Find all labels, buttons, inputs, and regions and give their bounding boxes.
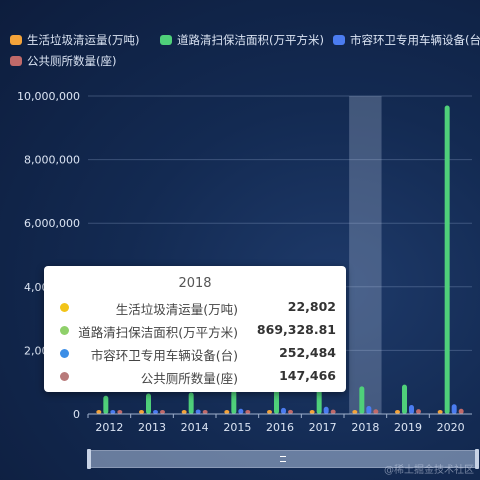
x-tick-label: 2019 <box>394 421 422 434</box>
tooltip-series-name: 公共厕所数量(座) <box>140 371 238 386</box>
data-zoom-slider[interactable] <box>87 449 479 469</box>
tooltip-series-value: 252,484 <box>279 345 336 360</box>
bar-2017-s1 <box>316 387 322 414</box>
bar-2014-s0 <box>181 410 187 414</box>
legend-swatch-icon <box>10 56 22 66</box>
x-tick-label: 2012 <box>95 421 123 434</box>
legend-swatch-icon <box>10 35 22 45</box>
y-tick-label: 10,000,000 <box>17 90 80 103</box>
tooltip-row: 公共厕所数量(座) 147,466 <box>44 367 346 387</box>
bar-2012-s0 <box>96 410 102 414</box>
watermark: @稀土掘金技术社区 <box>384 465 474 476</box>
zoom-start-handle[interactable] <box>87 449 91 469</box>
legend-label: 生活垃圾清运量(万吨) <box>27 33 140 47</box>
legend-label: 市容环卫专用车辆设备(台) <box>350 33 480 47</box>
tooltip-row: 道路清扫保洁面积(万平方米) 869,328.81 <box>44 321 346 341</box>
legend-swatch-icon <box>160 35 172 45</box>
bar-2019-s2 <box>409 405 414 414</box>
y-tick-label: 0 <box>73 408 80 421</box>
legend-swatch-icon <box>333 35 345 45</box>
tooltip-row: 生活垃圾清运量(万吨) 22,802 <box>44 298 346 318</box>
x-tick-label: 2018 <box>351 421 379 434</box>
bar-2017-s3 <box>330 409 336 414</box>
tooltip-series-name: 道路清扫保洁面积(万平方米) <box>78 325 238 340</box>
axes: 02,000,0004,000,0006,000,0008,000,00010,… <box>17 90 472 434</box>
x-tick-label: 2020 <box>437 421 465 434</box>
bar-2020-s3 <box>458 408 464 414</box>
bar-2018-s2 <box>366 405 372 414</box>
x-tick-label: 2015 <box>223 421 251 434</box>
legend-item[interactable]: 公共厕所数量(座) <box>10 53 116 69</box>
bar-2016-s2 <box>281 407 286 414</box>
bar-2013-s2 <box>153 409 158 414</box>
bar-2016-s0 <box>267 410 272 414</box>
bar-2020-s2 <box>451 404 457 414</box>
bar-2019-s1 <box>402 384 407 414</box>
bar-2012-s1 <box>103 395 109 414</box>
bar-2012-s3 <box>117 410 123 414</box>
axis-pointer-highlight <box>349 96 382 414</box>
legend-label: 公共厕所数量(座) <box>27 54 117 68</box>
legend-item[interactable]: 道路清扫保洁面积(万平方米) <box>160 32 324 48</box>
tooltip-series-value: 869,328.81 <box>256 322 336 337</box>
bar-2018-s0 <box>352 410 358 414</box>
bar-2013-s1 <box>146 393 151 414</box>
bar-2019-s0 <box>395 410 400 414</box>
bar-2014-s3 <box>202 410 208 414</box>
zoom-end-handle[interactable] <box>475 449 479 469</box>
x-tick-label: 2016 <box>266 421 294 434</box>
legend-label: 道路清扫保洁面积(万平方米) <box>177 33 324 47</box>
bar-2014-s2 <box>195 409 201 414</box>
legend-item[interactable]: 生活垃圾清运量(万吨) <box>10 32 139 48</box>
bar-2016-s1 <box>274 388 279 414</box>
bar-2013-s0 <box>139 410 144 414</box>
tooltip-series-name: 市容环卫专用车辆设备(台) <box>90 348 238 363</box>
y-tick-label: 6,000,000 <box>24 217 80 230</box>
x-tick-label: 2017 <box>309 421 337 434</box>
bar-2015-s3 <box>245 409 251 414</box>
bar-2020-s0 <box>437 410 443 414</box>
series-dot-icon <box>60 326 69 335</box>
series-dot-icon <box>60 349 69 358</box>
bar-2014-s1 <box>188 392 194 414</box>
bar-2017-s2 <box>323 406 329 414</box>
bar-2013-s3 <box>160 410 165 414</box>
tooltip: 2018 生活垃圾清运量(万吨) 22,802 道路清扫保洁面积(万平方米) 8… <box>44 266 346 392</box>
bar-2016-s3 <box>288 409 293 414</box>
y-tick-label: 8,000,000 <box>24 154 80 167</box>
legend-item[interactable]: 市容环卫专用车辆设备(台) <box>333 32 480 48</box>
grip-icon[interactable] <box>280 456 286 462</box>
bar-2020-s1 <box>444 105 450 414</box>
bar-2015-s0 <box>224 410 230 414</box>
x-tick-label: 2014 <box>181 421 209 434</box>
bar-2015-s1 <box>231 390 237 414</box>
series-dot-icon <box>60 372 69 381</box>
bar-2015-s2 <box>238 408 244 414</box>
data-zoom-range[interactable] <box>89 451 477 467</box>
bars <box>96 105 464 414</box>
bar-2012-s2 <box>110 410 116 414</box>
bar-2018-s3 <box>373 409 379 414</box>
highlight-band <box>349 96 382 414</box>
tooltip-series-name: 生活垃圾清运量(万吨) <box>115 302 238 317</box>
tooltip-row: 市容环卫专用车辆设备(台) 252,484 <box>44 344 346 364</box>
bar-2019-s3 <box>416 409 421 414</box>
bar-2017-s0 <box>309 410 315 414</box>
tooltip-series-value: 147,466 <box>279 368 336 383</box>
series-dot-icon <box>60 303 69 312</box>
bar-2018-s1 <box>359 386 365 414</box>
tooltip-title: 2018 <box>178 276 212 291</box>
tooltip-series-value: 22,802 <box>287 299 336 314</box>
x-tick-label: 2013 <box>138 421 166 434</box>
